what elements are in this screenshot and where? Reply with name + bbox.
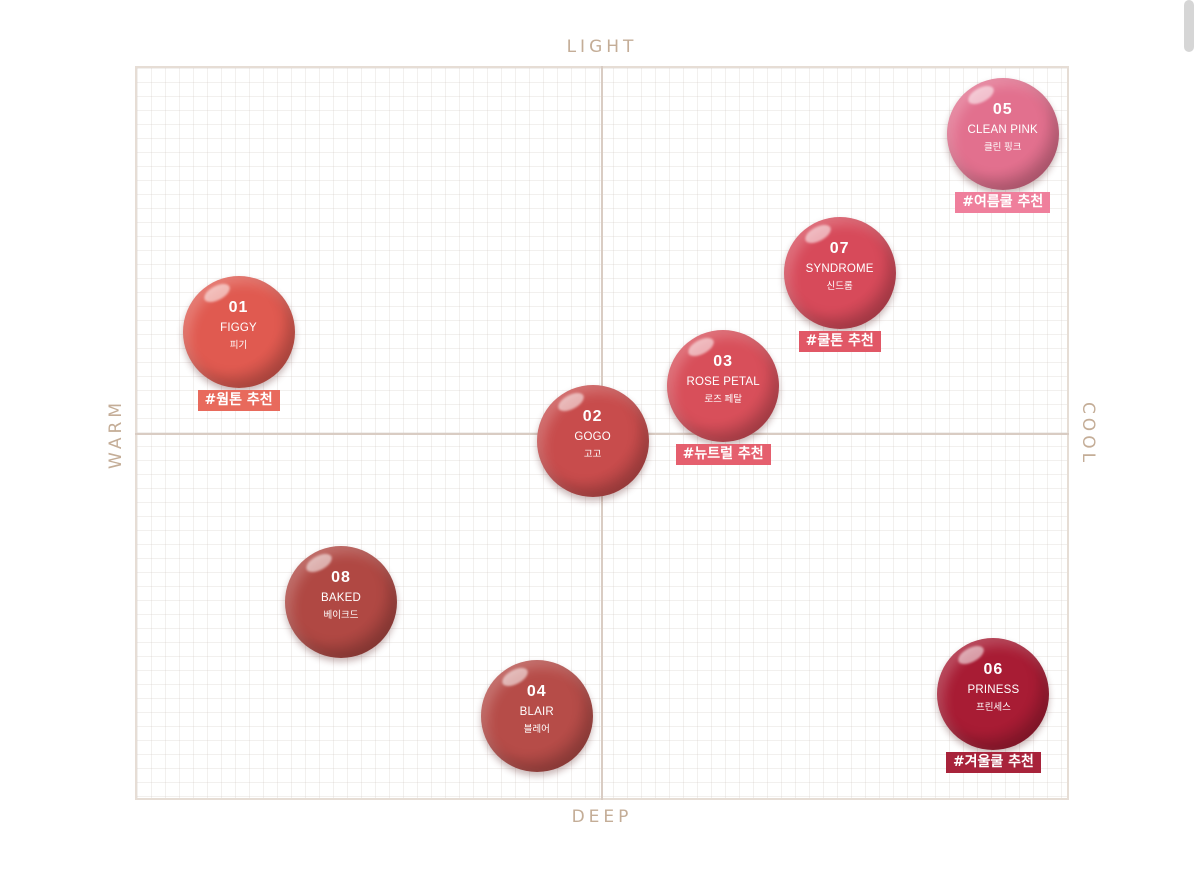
swatch-name: ROSE PETAL [686,376,760,389]
swatch-name: FIGGY [220,321,257,334]
swatch-number: 03 [713,353,734,371]
lip-swatch-03: 03 ROSE PETAL 로즈 페탈 [667,330,780,443]
swatch-name: GOGO [574,431,611,444]
swatch-number: 04 [526,682,547,700]
lip-swatch-05: 05 CLEAN PINK 클린 핑크 [946,77,1059,190]
swatch-name: SYNDROME [805,262,874,275]
swatch-name: PRINESS [967,683,1020,696]
swatch-name-korean: 고고 [583,449,602,461]
lip-swatch-04: 04 BLAIR 블레어 [480,659,593,772]
recommend-tag-06: #겨울쿨 추천 [945,751,1041,773]
swatch-number: 08 [331,569,351,587]
lip-swatch-06: 06 PRINESS 프린세스 [937,637,1050,750]
scrollbar-thumb[interactable] [1184,0,1194,52]
lip-swatch-07: 07 SYNDROME 신드롬 [783,216,896,329]
swatch-name: BLAIR [519,705,554,718]
swatch-name-korean: 프린세스 [975,701,1011,713]
swatch-name-korean: 신드롬 [826,280,853,292]
recommend-tag-03: #뉴트럴 추천 [675,444,771,466]
swatch-number: 06 [983,660,1004,678]
axis-label-deep: DEEP [571,807,633,827]
recommend-tag-05: #여름쿨 추천 [955,191,1051,213]
swatch-name-korean: 클린 핑크 [983,141,1022,153]
swatch-name-korean: 피기 [229,339,248,351]
swatch-name-korean: 블레어 [523,723,550,735]
lip-swatch-02: 02 GOGO 고고 [536,385,649,498]
swatch-number: 01 [228,298,249,316]
swatch-name: BAKED [321,592,362,605]
swatch-number: 07 [829,239,850,257]
recommend-tag-07: #쿨톤 추천 [798,330,881,352]
lip-swatch-08: 08 BAKED 베이크드 [285,546,398,659]
swatch-number: 02 [582,408,603,426]
recommend-tag-01: #웜톤 추천 [197,389,280,411]
axis-label-cool: COOL [1078,401,1098,467]
lip-swatch-01: 01 FIGGY 피기 [182,275,295,388]
swatch-name-korean: 베이크드 [323,610,359,622]
swatch-name: CLEAN PINK [967,123,1038,136]
swatch-name-korean: 로즈 페탈 [704,394,742,406]
axis-label-light: LIGHT [566,37,638,57]
swatch-number: 05 [992,100,1013,118]
axis-label-warm: WARM [106,399,126,469]
